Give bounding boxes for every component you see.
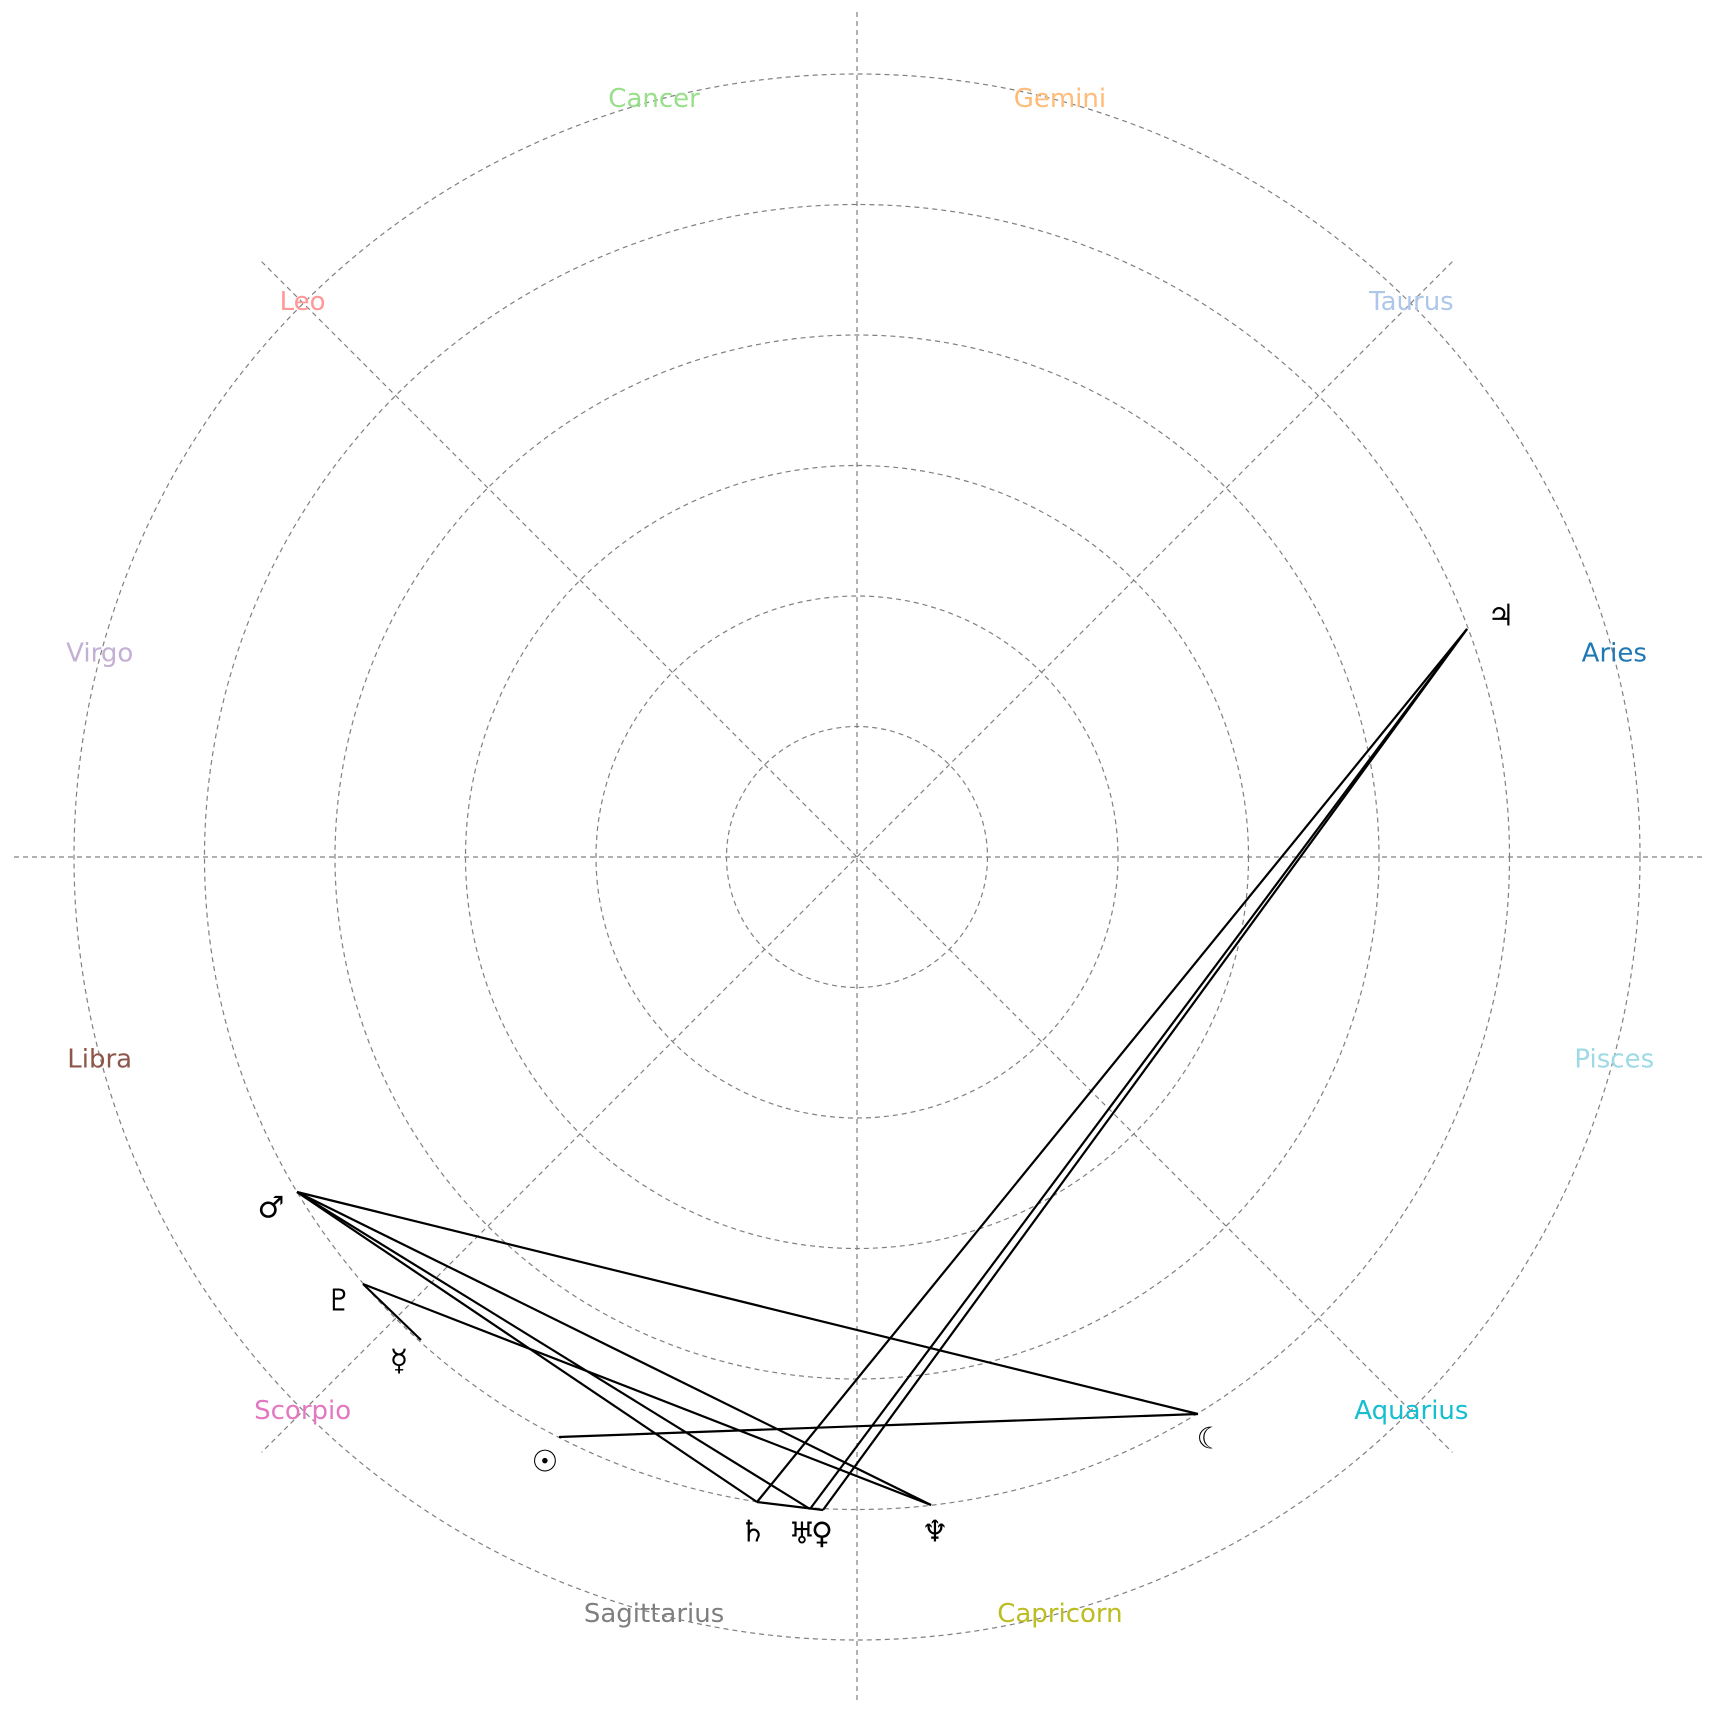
aspect-line-jupiter-saturn <box>756 628 1468 1503</box>
sign-label-taurus: Taurus <box>1368 287 1454 317</box>
grid-axis <box>261 261 1453 1453</box>
aspect-line-sun-moon <box>558 1412 1199 1439</box>
sign-label-virgo: Virgo <box>66 639 133 669</box>
jupiter-glyph-icon: ♃ <box>1488 599 1515 634</box>
aspect-line-mars-neptune <box>296 1191 932 1506</box>
aspect-line-pluto-neptune <box>362 1282 932 1507</box>
grid-ring <box>595 595 1119 1119</box>
polar-grid <box>12 12 1702 1702</box>
planet-glyphs: ♃ ☾ ☉ ☿ ♇ ♂ ♄ ♅♀ ♆ <box>258 599 1515 1552</box>
grid-ring <box>73 73 1641 1641</box>
sign-label-scorpio: Scorpio <box>254 1396 351 1426</box>
zodiac-sign-labels: Aries Taurus Gemini Cancer Leo Virgo Libra Scor… <box>66 84 1654 1629</box>
sign-label-aquarius: Aquarius <box>1354 1396 1468 1426</box>
sign-label-gemini: Gemini <box>1014 84 1106 114</box>
mercury-glyph-icon: ☿ <box>390 1344 408 1379</box>
mars-glyph-icon: ♂ <box>258 1191 285 1226</box>
sign-label-aries: Aries <box>1582 639 1647 669</box>
aspect-line-jupiter-uranus <box>809 628 1468 1510</box>
moon-glyph-icon: ☾ <box>1197 1422 1224 1457</box>
sign-label-capricorn: Capricorn <box>997 1599 1122 1629</box>
sign-label-libra: Libra <box>67 1044 132 1074</box>
sign-label-sagittarius: Sagittarius <box>584 1599 724 1629</box>
pluto-glyph-icon: ♇ <box>326 1284 353 1319</box>
aspect-line-saturn-venus <box>756 1500 824 1512</box>
aspect-line-jupiter-venus <box>822 628 1468 1511</box>
sign-label-cancer: Cancer <box>608 84 700 114</box>
aspect-lines <box>296 628 1468 1512</box>
uranus-glyph-icon: ♅ <box>789 1517 816 1552</box>
sign-label-pisces: Pisces <box>1574 1044 1654 1074</box>
venus-glyph-icon: ♀ <box>811 1517 833 1552</box>
saturn-glyph-icon: ♄ <box>740 1515 767 1550</box>
neptune-glyph-icon: ♆ <box>922 1515 949 1550</box>
aspect-line-mars-uranus <box>296 1191 811 1510</box>
aspect-line-pluto-mercury <box>362 1283 422 1341</box>
sign-label-leo: Leo <box>280 287 326 317</box>
aspect-line-mars-moon <box>296 1190 1199 1416</box>
sun-glyph-icon: ☉ <box>532 1445 559 1480</box>
